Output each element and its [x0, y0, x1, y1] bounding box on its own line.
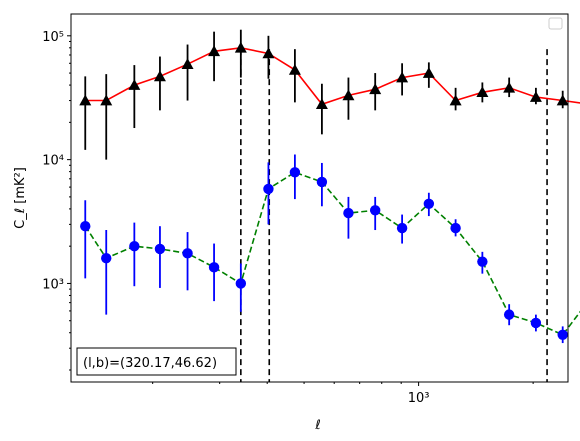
data-point-triangle: [262, 47, 275, 59]
data-point-triangle: [422, 67, 435, 78]
series-layer: [79, 29, 580, 344]
data-point-circle: [369, 205, 381, 216]
data-point-triangle: [208, 45, 221, 57]
plot-background: [71, 14, 568, 382]
data-point-circle: [263, 183, 274, 195]
data-point-circle: [477, 256, 488, 267]
data-point-triangle: [529, 91, 542, 102]
data-point-circle: [154, 243, 166, 255]
data-point-triangle: [342, 89, 355, 101]
data-point-circle: [101, 252, 112, 264]
data-point-triangle: [128, 79, 141, 90]
data-point-triangle: [288, 63, 301, 75]
data-point-triangle: [100, 94, 113, 106]
x-tick-label: 10³: [408, 391, 430, 406]
data-point-circle: [450, 222, 461, 234]
series-1: [79, 29, 580, 160]
y-tick-label: 10⁵: [42, 30, 64, 45]
legend-box: [548, 17, 563, 30]
data-point-triangle: [369, 83, 382, 95]
data-point-circle: [530, 317, 542, 329]
data-point-circle: [503, 309, 515, 320]
series-2: [80, 154, 580, 344]
vertical-reference-lines: [240, 49, 548, 382]
data-point-circle: [208, 262, 220, 273]
data-point-triangle: [503, 81, 516, 93]
data-point-triangle: [396, 71, 409, 83]
y-tick-label: 10⁴: [42, 154, 64, 169]
x-axis-ticks: 10³: [152, 382, 534, 406]
data-point-triangle: [234, 41, 247, 53]
data-point-circle: [316, 176, 328, 188]
data-point-circle: [396, 222, 408, 234]
annotation-box: (l,b)=(320.17,46.62): [76, 347, 237, 376]
y-tick-label: 10³: [42, 277, 64, 292]
data-point-circle: [80, 220, 91, 232]
data-point-triangle: [556, 94, 569, 106]
data-point-triangle: [449, 94, 462, 106]
data-point-circle: [289, 167, 301, 178]
data-point-circle: [182, 248, 193, 259]
data-point-circle: [129, 240, 140, 252]
data-point-triangle: [476, 86, 489, 98]
data-point-circle: [423, 198, 435, 209]
x-axis-label: ℓ: [314, 418, 320, 433]
data-point-triangle: [315, 98, 328, 110]
data-point-triangle: [181, 58, 194, 69]
data-point-circle: [343, 207, 354, 219]
plot-frame: [70, 13, 569, 383]
annotation-text: (l,b)=(320.17,46.62): [83, 356, 217, 371]
data-point-circle: [557, 329, 568, 340]
data-point-triangle: [79, 94, 92, 106]
data-point-triangle: [153, 70, 166, 82]
y-axis-label: C_ℓ [mK²]: [13, 167, 28, 229]
data-point-circle: [235, 278, 247, 289]
y-axis-ticks: 10³ 10⁴ 10⁵: [42, 30, 71, 371]
